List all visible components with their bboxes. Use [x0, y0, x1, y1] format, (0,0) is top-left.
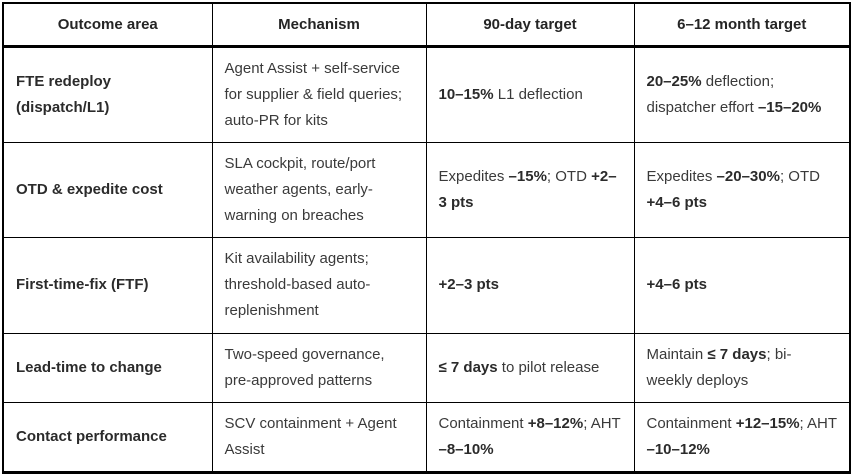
table-row-fte-redeploy: FTE redeploy (dispatch/L1) Agent Assist … [2, 45, 851, 143]
column-header-mechanism: Mechanism [211, 2, 427, 48]
table-row-lead-time-to-change: Lead-time to change Two-speed governance… [2, 332, 851, 403]
column-header-outcome-area: Outcome area [2, 2, 213, 48]
cell-outcome-area: Contact performance [2, 401, 213, 473]
cell-6-12-month-target: Containment +12–15%; AHT –10–12% [633, 401, 851, 473]
cell-mechanism: Kit availability agents; threshold-based… [211, 236, 427, 334]
column-header-90-day-target: 90-day target [425, 2, 635, 48]
header-row: Outcome area Mechanism 90-day target 6–1… [2, 2, 851, 48]
column-header-6-12-month-target: 6–12 month target [633, 2, 851, 48]
cell-outcome-area: First-time-fix (FTF) [2, 236, 213, 334]
cell-90-day-target: +2–3 pts [425, 236, 635, 334]
cell-mechanism: Agent Assist + self-service for supplier… [211, 45, 427, 143]
cell-90-day-target: 10–15% L1 deflection [425, 45, 635, 143]
table-row-first-time-fix: First-time-fix (FTF) Kit availability ag… [2, 236, 851, 334]
cell-6-12-month-target: 20–25% deflection; dispatcher effort –15… [633, 45, 851, 143]
cell-6-12-month-target: +4–6 pts [633, 236, 851, 334]
cell-mechanism: SLA cockpit, route/port weather agents, … [211, 141, 427, 238]
cell-90-day-target: Containment +8–12%; AHT –8–10% [425, 401, 635, 473]
cell-6-12-month-target: Maintain ≤ 7 days; bi-weekly deploys [633, 332, 851, 403]
cell-90-day-target: Expedites –15%; OTD +2–3 pts [425, 141, 635, 238]
cell-outcome-area: Lead-time to change [2, 332, 213, 403]
cell-6-12-month-target: Expedites –20–30%; OTD +4–6 pts [633, 141, 851, 238]
cell-mechanism: SCV containment + Agent Assist [211, 401, 427, 473]
cell-mechanism: Two-speed governance, pre-approved patte… [211, 332, 427, 403]
table-row-otd-expedite-cost: OTD & expedite cost SLA cockpit, route/p… [2, 141, 851, 238]
cell-outcome-area: FTE redeploy (dispatch/L1) [2, 45, 213, 143]
cell-outcome-area: OTD & expedite cost [2, 141, 213, 238]
table-row-contact-performance: Contact performance SCV containment + Ag… [2, 401, 851, 473]
cell-90-day-target: ≤ 7 days to pilot release [425, 332, 635, 403]
